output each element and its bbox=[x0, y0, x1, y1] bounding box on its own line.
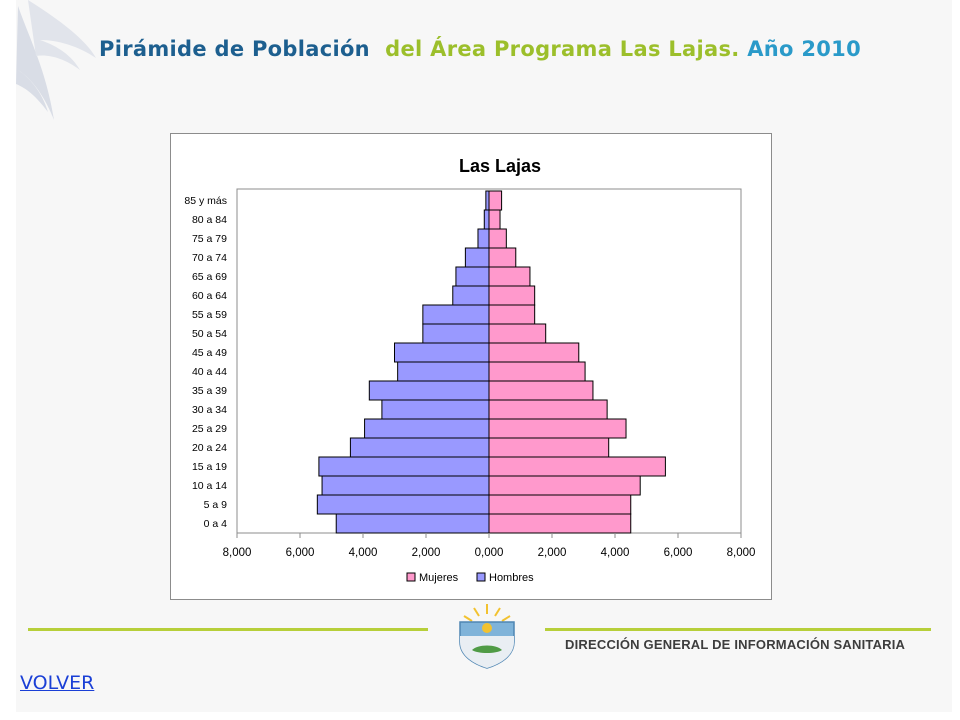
y-tick-label: 45 a 49 bbox=[192, 347, 227, 359]
x-tick-label: 2,000 bbox=[412, 547, 441, 559]
y-tick-label: 85 y más bbox=[184, 195, 227, 207]
y-tick-label: 70 a 74 bbox=[192, 252, 227, 264]
bar-hombres-8 bbox=[397, 361, 490, 382]
bar-mujeres-12 bbox=[488, 285, 536, 306]
chart-svg: Las Lajas 0 a 4 5 a 9 10 a 14 15 a 19 20 a 2… bbox=[184, 156, 756, 584]
population-pyramid-chart: Las Lajas 0 a 4 5 a 9 10 a 14 15 a 19 20 a 2… bbox=[170, 133, 772, 600]
bar-hombres-16 bbox=[483, 209, 490, 230]
footer-line-left bbox=[28, 628, 428, 631]
y-tick-label: 5 a 9 bbox=[204, 499, 228, 511]
bar-hombres-12 bbox=[452, 285, 490, 306]
bar-hombres-2 bbox=[321, 475, 490, 496]
bar-hombres-0 bbox=[335, 513, 490, 534]
y-tick-label: 50 a 54 bbox=[192, 328, 227, 340]
x-tick-label: 6,000 bbox=[664, 547, 693, 559]
bar-hombres-13 bbox=[455, 266, 490, 287]
legend-swatch-hombres bbox=[476, 572, 486, 582]
province-shield-icon bbox=[459, 604, 515, 669]
x-tick-label: 4,000 bbox=[601, 547, 630, 559]
bar-mujeres-8 bbox=[488, 361, 586, 382]
bar-mujeres-5 bbox=[488, 418, 627, 439]
y-tick-label: 65 a 69 bbox=[192, 271, 227, 283]
bar-hombres-14 bbox=[464, 247, 490, 268]
bar-hombres-4 bbox=[349, 437, 490, 458]
x-tick-label: 4,000 bbox=[349, 547, 378, 559]
bar-mujeres-0 bbox=[488, 513, 632, 534]
legend-swatch-mujeres bbox=[406, 572, 416, 582]
bar-mujeres-4 bbox=[488, 437, 610, 458]
x-tick-label: 8,000 bbox=[727, 547, 756, 559]
bar-hombres-15 bbox=[477, 228, 490, 249]
title-part-2: del Área Programa Las Lajas. bbox=[385, 37, 740, 61]
x-tick-label: 8,000 bbox=[223, 547, 252, 559]
organization-name: DIRECCIÓN GENERAL DE INFORMACIÓN SANITAR… bbox=[565, 637, 906, 652]
bar-mujeres-9 bbox=[488, 342, 580, 363]
bar-hombres-11 bbox=[422, 304, 490, 325]
bar-hombres-3 bbox=[318, 456, 490, 477]
bar-hombres-6 bbox=[381, 399, 490, 420]
y-tick-label: 20 a 24 bbox=[192, 442, 227, 454]
y-tick-label: 80 a 84 bbox=[192, 214, 227, 226]
bar-mujeres-1 bbox=[488, 494, 632, 515]
y-tick-label: 40 a 44 bbox=[192, 366, 227, 378]
bar-hombres-5 bbox=[364, 418, 490, 439]
bar-hombres-7 bbox=[368, 380, 490, 401]
bar-mujeres-11 bbox=[488, 304, 536, 325]
bar-mujeres-10 bbox=[488, 323, 547, 344]
legend-label-mujeres: Mujeres bbox=[419, 572, 459, 584]
y-tick-label: 60 a 64 bbox=[192, 290, 227, 302]
page-title: Pirámide de Población del Área Programa … bbox=[60, 34, 900, 65]
bar-mujeres-13 bbox=[488, 266, 531, 287]
title-part-1: Pirámide de Población bbox=[99, 37, 370, 61]
footer-line-right bbox=[545, 628, 931, 631]
bar-hombres-9 bbox=[394, 342, 490, 363]
bar-mujeres-17 bbox=[488, 190, 503, 211]
y-tick-label: 55 a 59 bbox=[192, 309, 227, 321]
legend-label-hombres: Hombres bbox=[489, 572, 534, 584]
bar-mujeres-7 bbox=[488, 380, 594, 401]
chart-title: Las Lajas bbox=[459, 156, 541, 176]
bar-hombres-17 bbox=[485, 190, 490, 211]
title-part-3: Año 2010 bbox=[747, 37, 861, 61]
x-tick-label: 6,000 bbox=[286, 547, 315, 559]
x-tick-label: 2,000 bbox=[538, 547, 567, 559]
y-tick-label: 25 a 29 bbox=[192, 423, 227, 435]
y-tick-label: 75 a 79 bbox=[192, 233, 227, 245]
back-link[interactable]: VOLVER bbox=[20, 672, 95, 694]
chart-legend: Mujeres Hombres bbox=[406, 572, 534, 584]
y-tick-label: 30 a 34 bbox=[192, 404, 227, 416]
bar-hombres-1 bbox=[316, 494, 490, 515]
y-tick-label: 0 a 4 bbox=[204, 518, 228, 530]
x-tick-label: 0,000 bbox=[475, 547, 504, 559]
y-tick-label: 35 a 39 bbox=[192, 385, 227, 397]
bar-mujeres-16 bbox=[488, 209, 501, 230]
bar-mujeres-6 bbox=[488, 399, 608, 420]
bar-mujeres-15 bbox=[488, 228, 507, 249]
bar-hombres-10 bbox=[422, 323, 490, 344]
dove-logo-icon bbox=[16, 0, 96, 120]
bar-mujeres-14 bbox=[488, 247, 517, 268]
y-tick-label: 10 a 14 bbox=[192, 480, 227, 492]
y-tick-label: 15 a 19 bbox=[192, 461, 227, 473]
bar-mujeres-3 bbox=[488, 456, 666, 477]
bar-mujeres-2 bbox=[488, 475, 641, 496]
